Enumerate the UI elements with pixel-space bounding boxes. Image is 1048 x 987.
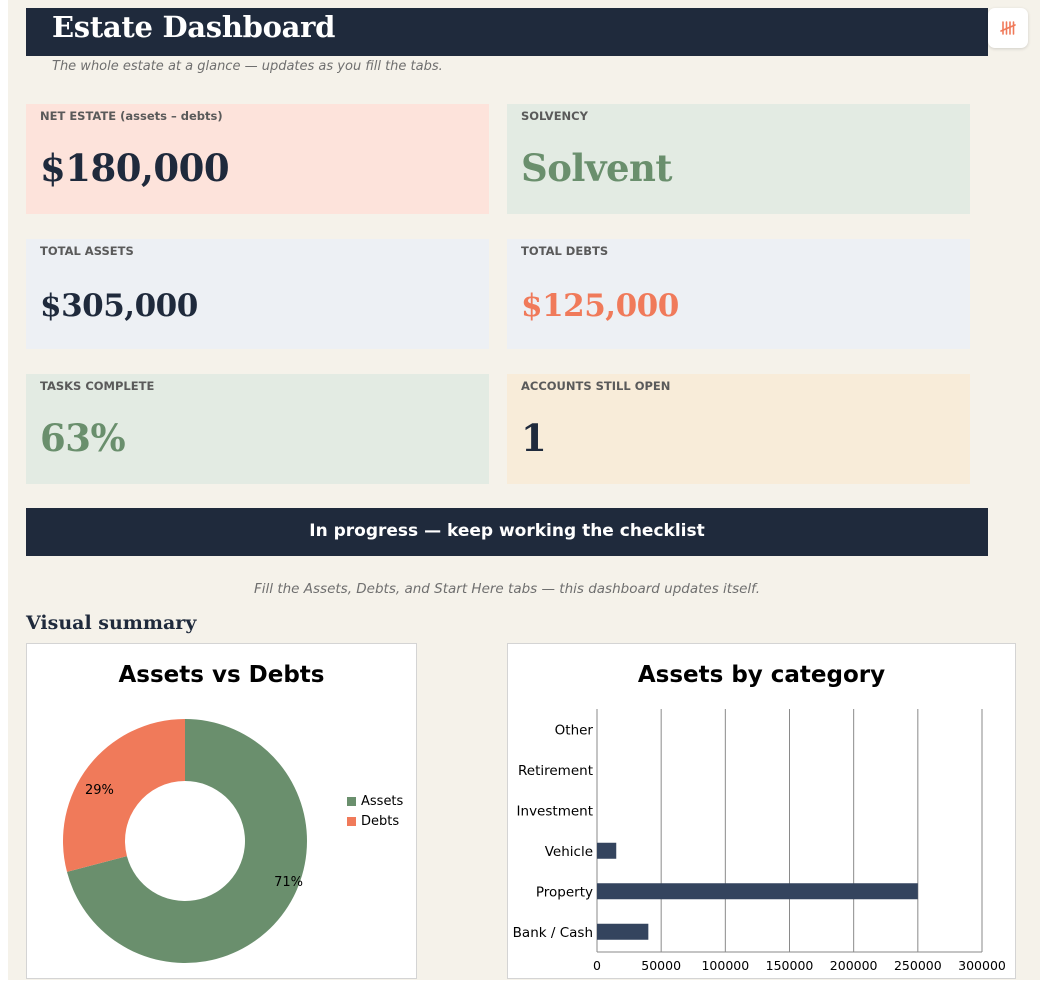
total-assets-card: TOTAL ASSETS $305,000 bbox=[26, 239, 489, 349]
donut-chart-title: Assets vs Debts bbox=[118, 662, 325, 688]
dashboard-hint: Fill the Assets, Debts, and Start Here t… bbox=[254, 581, 760, 597]
donut-plot: 71% 29% bbox=[62, 719, 307, 963]
accounts-open-value: 1 bbox=[521, 416, 547, 460]
legend-swatch bbox=[347, 796, 356, 806]
x-tick-label: 50000 bbox=[641, 958, 681, 973]
net-estate-card: NET ESTATE (assets – debts) $180,000 bbox=[26, 104, 489, 214]
x-tick-label: 0 bbox=[593, 958, 601, 973]
x-tick-label: 300000 bbox=[958, 958, 1006, 973]
legend-label: Debts bbox=[361, 813, 400, 829]
accounts-open-label: ACCOUNTS STILL OPEN bbox=[521, 379, 671, 393]
donut-slice-debts[interactable] bbox=[62, 719, 185, 872]
tasks-complete-label: TASKS COMPLETE bbox=[40, 379, 155, 393]
solvency-value: Solvent bbox=[521, 146, 673, 190]
bar-chart-title: Assets by category bbox=[637, 662, 886, 688]
y-tick-label: Retirement bbox=[518, 763, 593, 779]
y-tick-label: Investment bbox=[517, 803, 593, 819]
legend-swatch bbox=[347, 816, 356, 826]
donut-data-label: 29% bbox=[85, 783, 114, 798]
legend-item-assets: Assets bbox=[347, 791, 403, 811]
y-tick-label: Property bbox=[536, 884, 593, 900]
x-tick-label: 100000 bbox=[701, 958, 749, 973]
tasks-complete-value: 63% bbox=[40, 416, 126, 460]
net-estate-value: $180,000 bbox=[40, 146, 230, 190]
net-estate-label: NET ESTATE (assets – debts) bbox=[40, 109, 223, 123]
title-bar bbox=[26, 8, 988, 56]
assets-vs-debts-chart[interactable]: Assets vs Debts 71% 29% Assets Debts bbox=[26, 643, 417, 979]
bar-plot: 0 50000 100000 150000 200000 250000 300000 Bank… bbox=[513, 709, 1006, 973]
x-tick-label: 150000 bbox=[766, 958, 814, 973]
total-debts-value: $125,000 bbox=[521, 288, 679, 324]
bar-bank-cash[interactable] bbox=[597, 923, 649, 940]
tally-marks-icon[interactable] bbox=[988, 8, 1028, 48]
x-tick-label: 250000 bbox=[894, 958, 942, 973]
page-subtitle: The whole estate at a glance — updates a… bbox=[52, 59, 443, 74]
total-debts-card: TOTAL DEBTS $125,000 bbox=[507, 239, 970, 349]
solvency-card: SOLVENCY Solvent bbox=[507, 104, 970, 214]
y-tick-label: Bank / Cash bbox=[513, 925, 593, 941]
assets-by-category-chart[interactable]: Assets by category 0 50000 100000 150000 200… bbox=[507, 643, 1016, 979]
accounts-open-card: ACCOUNTS STILL OPEN 1 bbox=[507, 374, 970, 484]
total-debts-label: TOTAL DEBTS bbox=[521, 244, 609, 258]
bar-property[interactable] bbox=[597, 883, 918, 900]
status-banner: In progress — keep working the checklist bbox=[26, 508, 988, 556]
donut-data-label: 71% bbox=[274, 875, 303, 890]
total-assets-label: TOTAL ASSETS bbox=[40, 244, 134, 258]
x-tick-label: 200000 bbox=[830, 958, 878, 973]
y-tick-label: Vehicle bbox=[545, 844, 593, 860]
page-title: Estate Dashboard bbox=[52, 10, 336, 44]
donut-slice-assets[interactable] bbox=[66, 719, 307, 963]
bar-vehicle[interactable] bbox=[597, 842, 617, 859]
donut-legend: Assets Debts bbox=[347, 791, 403, 831]
legend-label: Assets bbox=[361, 793, 404, 809]
y-tick-label: Other bbox=[555, 722, 594, 738]
total-assets-value: $305,000 bbox=[40, 288, 198, 324]
section-title: Visual summary bbox=[26, 612, 197, 634]
legend-item-debts: Debts bbox=[347, 811, 403, 831]
tasks-complete-card: TASKS COMPLETE 63% bbox=[26, 374, 489, 484]
solvency-label: SOLVENCY bbox=[521, 109, 588, 123]
